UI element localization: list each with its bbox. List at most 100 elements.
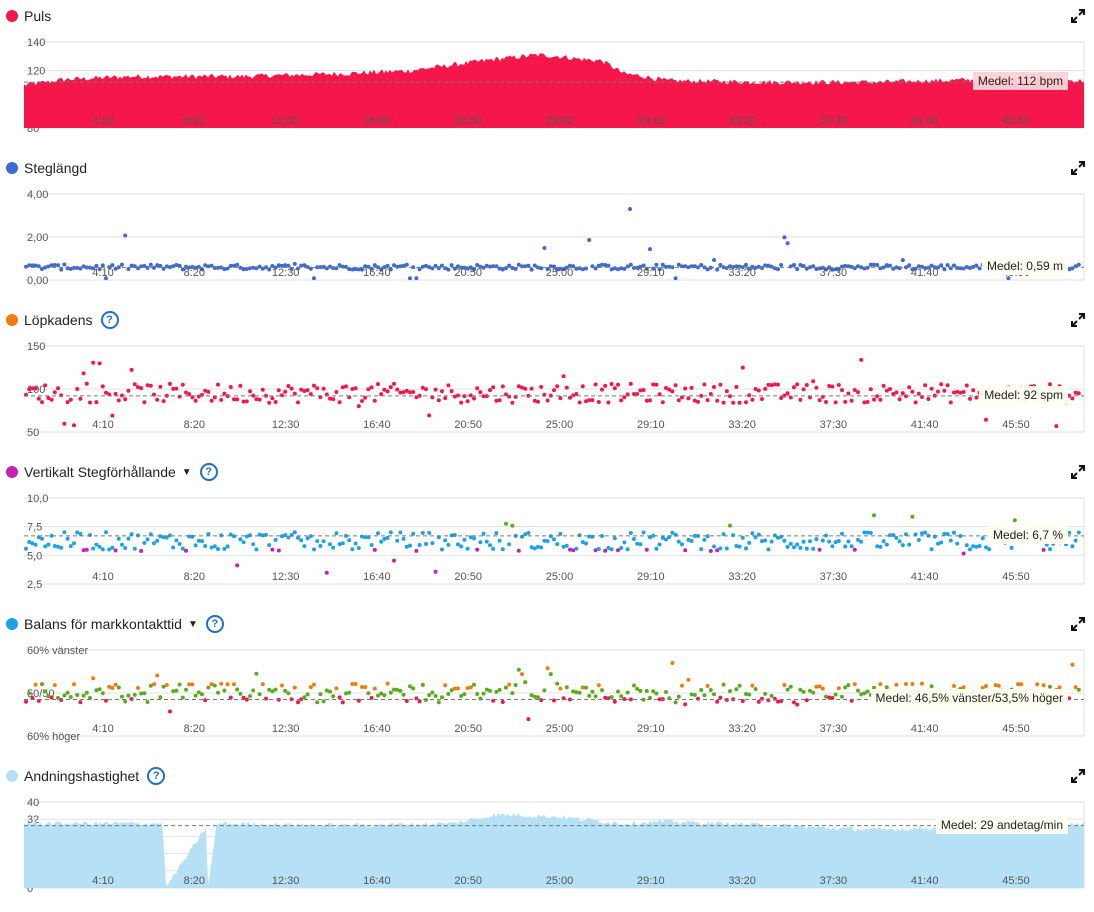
data-point bbox=[788, 684, 793, 689]
data-point bbox=[910, 514, 915, 519]
x-tick-label: 41:40 bbox=[911, 267, 939, 279]
data-point bbox=[494, 531, 499, 536]
data-point bbox=[388, 385, 393, 390]
data-point bbox=[945, 383, 950, 388]
data-point bbox=[56, 263, 60, 268]
data-point bbox=[616, 382, 620, 387]
data-point bbox=[414, 548, 419, 553]
data-point bbox=[203, 388, 208, 393]
data-point bbox=[126, 388, 131, 393]
data-point bbox=[209, 682, 214, 687]
data-point bbox=[440, 263, 444, 268]
data-point bbox=[907, 542, 912, 547]
expand-icon[interactable] bbox=[1070, 8, 1086, 24]
data-point bbox=[904, 532, 908, 537]
data-point bbox=[628, 697, 633, 702]
data-point bbox=[664, 690, 668, 694]
data-point bbox=[734, 384, 739, 389]
data-point bbox=[206, 389, 211, 394]
help-icon[interactable]: ? bbox=[199, 463, 218, 481]
data-point bbox=[891, 392, 896, 396]
data-point bbox=[78, 531, 83, 536]
data-point bbox=[971, 265, 976, 269]
help-icon[interactable]: ? bbox=[100, 311, 119, 329]
data-point bbox=[148, 383, 153, 388]
data-point bbox=[363, 685, 368, 690]
data-point bbox=[504, 266, 508, 271]
data-point bbox=[184, 687, 188, 692]
dropdown-caret-icon[interactable]: ▼ bbox=[181, 466, 192, 478]
y-tick-label: 0 bbox=[27, 883, 33, 895]
x-tick-label: 37:30 bbox=[820, 571, 848, 583]
data-point bbox=[286, 535, 291, 540]
data-point bbox=[344, 384, 348, 389]
legend-dot bbox=[6, 466, 18, 478]
data-point bbox=[622, 540, 627, 545]
data-point bbox=[680, 683, 684, 688]
chart-vertikalt: 10,0 7,5 5,0 2,5 4:10 8:20 12:30 16:40 20:50 25:0… bbox=[24, 493, 1085, 591]
data-point bbox=[481, 691, 486, 696]
expand-icon[interactable] bbox=[1070, 464, 1086, 480]
data-point bbox=[859, 265, 864, 270]
data-point bbox=[184, 548, 188, 553]
data-point bbox=[312, 276, 316, 281]
dropdown-caret-icon[interactable]: ▼ bbox=[187, 618, 198, 630]
data-point bbox=[929, 684, 934, 689]
data-point bbox=[664, 264, 668, 269]
data-point bbox=[468, 685, 473, 690]
expand-icon[interactable] bbox=[1070, 768, 1086, 784]
data-point bbox=[350, 682, 355, 686]
y-tick-label: 0,00 bbox=[27, 275, 48, 287]
data-point bbox=[523, 680, 528, 685]
data-point bbox=[622, 697, 627, 701]
x-tick-label: 8:20 bbox=[184, 419, 205, 431]
data-point bbox=[840, 388, 844, 393]
expand-icon[interactable] bbox=[1070, 312, 1086, 328]
data-point bbox=[46, 694, 51, 699]
data-point bbox=[462, 537, 467, 542]
data-point bbox=[657, 392, 662, 397]
data-point bbox=[280, 534, 284, 539]
data-point bbox=[299, 697, 304, 702]
data-point bbox=[302, 544, 307, 549]
data-point bbox=[724, 389, 729, 394]
data-point bbox=[638, 388, 643, 393]
data-point bbox=[276, 263, 281, 268]
data-point bbox=[699, 393, 704, 398]
data-point bbox=[1067, 267, 1072, 272]
x-tick-label: 29:10 bbox=[637, 571, 665, 583]
data-point bbox=[628, 531, 633, 535]
x-tick-label: 33:20 bbox=[728, 723, 756, 735]
data-point bbox=[68, 266, 73, 271]
help-icon[interactable]: ? bbox=[205, 615, 224, 633]
expand-icon[interactable] bbox=[1070, 160, 1086, 176]
data-point bbox=[452, 686, 457, 691]
data-point bbox=[507, 394, 512, 399]
data-point bbox=[404, 699, 409, 703]
data-point bbox=[891, 533, 896, 537]
data-point bbox=[75, 530, 80, 535]
data-point bbox=[420, 682, 425, 687]
data-point bbox=[337, 695, 342, 700]
data-point bbox=[670, 661, 675, 665]
data-point bbox=[900, 258, 905, 263]
data-point bbox=[110, 413, 115, 418]
data-point bbox=[504, 521, 508, 526]
expand-icon[interactable] bbox=[1070, 616, 1086, 632]
data-point bbox=[654, 382, 659, 387]
average-label: Medel: 92 spm bbox=[979, 385, 1068, 404]
data-point bbox=[267, 400, 272, 405]
data-point bbox=[792, 385, 796, 390]
y-tick-label: 4,00 bbox=[27, 189, 48, 201]
data-point bbox=[200, 692, 204, 697]
data-point bbox=[884, 263, 889, 268]
data-point bbox=[315, 700, 320, 705]
data-point bbox=[254, 397, 259, 402]
data-point bbox=[427, 530, 432, 535]
data-point bbox=[68, 544, 73, 549]
data-point bbox=[84, 381, 89, 386]
help-icon[interactable]: ? bbox=[147, 767, 166, 785]
data-point bbox=[584, 399, 588, 404]
data-point bbox=[683, 548, 688, 553]
data-point bbox=[296, 535, 300, 540]
